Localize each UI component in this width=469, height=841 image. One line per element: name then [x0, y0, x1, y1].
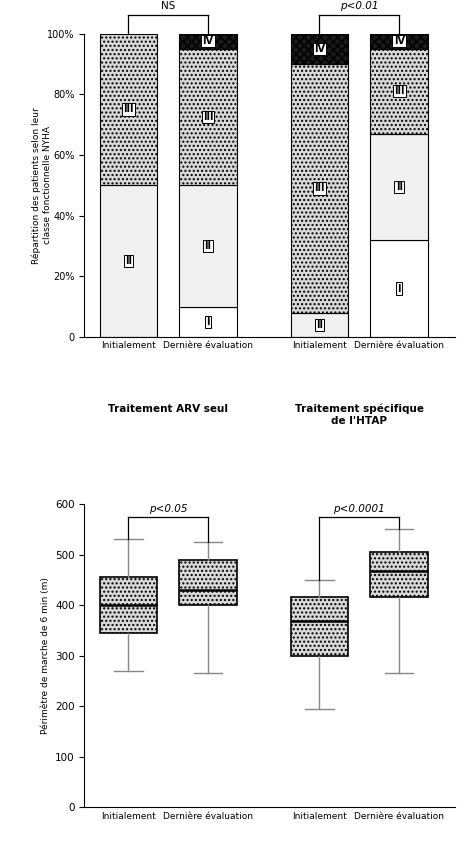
- Text: NS: NS: [161, 1, 175, 11]
- Text: p<0.05: p<0.05: [149, 504, 187, 514]
- Text: Traitement ARV seul: Traitement ARV seul: [108, 404, 228, 414]
- Text: II: II: [204, 241, 212, 251]
- Bar: [371, 34, 428, 49]
- Y-axis label: Périmètre de marche de 6 min (m): Périmètre de marche de 6 min (m): [40, 577, 50, 734]
- Bar: [179, 34, 236, 49]
- Text: IV: IV: [314, 44, 325, 54]
- PathPatch shape: [371, 552, 428, 597]
- Text: III: III: [123, 104, 134, 114]
- Bar: [291, 34, 348, 64]
- Bar: [291, 64, 348, 313]
- Y-axis label: Répartition des patients selon leur
classe fonctionnelle NYHA: Répartition des patients selon leur clas…: [32, 107, 52, 264]
- Bar: [179, 49, 236, 185]
- Text: p<0.01: p<0.01: [340, 1, 378, 11]
- PathPatch shape: [99, 577, 157, 633]
- Bar: [371, 49, 428, 134]
- Text: III: III: [203, 112, 213, 122]
- PathPatch shape: [179, 559, 236, 605]
- Bar: [99, 34, 157, 185]
- Bar: [179, 185, 236, 307]
- Bar: [179, 307, 236, 337]
- Text: Traitement spécifique
de l'HTAP: Traitement spécifique de l'HTAP: [295, 404, 424, 426]
- Text: p<0.0001: p<0.0001: [333, 504, 385, 514]
- Text: II: II: [316, 320, 323, 330]
- Bar: [371, 240, 428, 337]
- Text: IV: IV: [203, 36, 213, 46]
- Text: II: II: [125, 257, 132, 267]
- PathPatch shape: [291, 597, 348, 656]
- Bar: [371, 134, 428, 240]
- Text: III: III: [394, 87, 404, 96]
- Bar: [291, 313, 348, 337]
- Text: III: III: [314, 183, 325, 193]
- Text: II: II: [396, 182, 403, 192]
- Text: I: I: [206, 317, 210, 327]
- Text: I: I: [397, 283, 401, 294]
- Text: IV: IV: [393, 36, 405, 46]
- Bar: [99, 185, 157, 337]
